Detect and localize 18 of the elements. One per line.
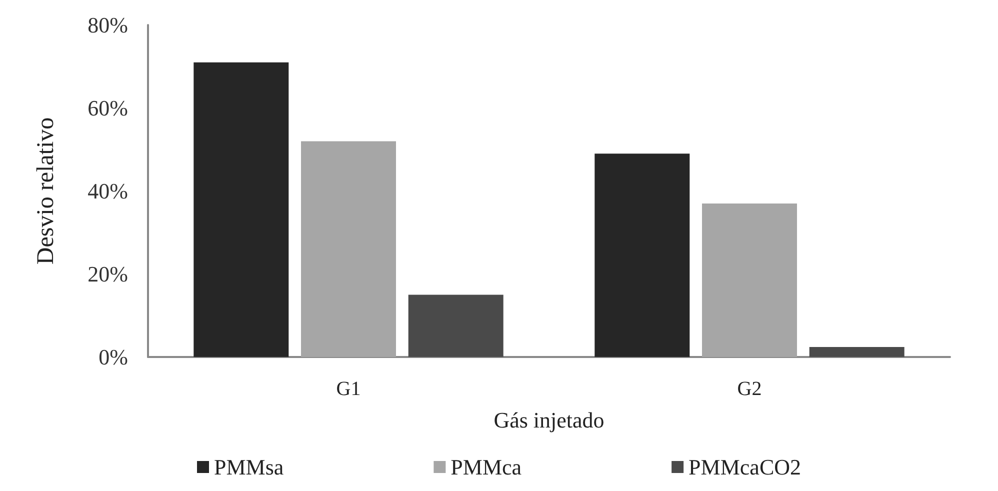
y-tick-label: 60% bbox=[88, 96, 128, 120]
legend-label: PMMcaCO2 bbox=[688, 454, 802, 480]
legend-label: PMMca bbox=[450, 454, 522, 480]
y-tick-label: 0% bbox=[98, 344, 128, 370]
x-tick-label: G1 bbox=[336, 378, 361, 400]
y-tick-label: 80% bbox=[88, 12, 128, 38]
x-tick-label: G2 bbox=[737, 378, 762, 400]
bar bbox=[194, 62, 289, 357]
bar bbox=[809, 347, 904, 357]
bar bbox=[301, 141, 396, 357]
y-axis-title: Desvio relativo bbox=[33, 117, 59, 265]
y-tick-label: 40% bbox=[88, 178, 128, 204]
bar bbox=[702, 203, 797, 357]
y-tick-label: 20% bbox=[88, 262, 128, 286]
x-axis-title: Gás injetado bbox=[494, 408, 604, 432]
legend-label: PMMsa bbox=[214, 454, 284, 480]
bar bbox=[594, 154, 690, 357]
bar bbox=[408, 294, 504, 357]
